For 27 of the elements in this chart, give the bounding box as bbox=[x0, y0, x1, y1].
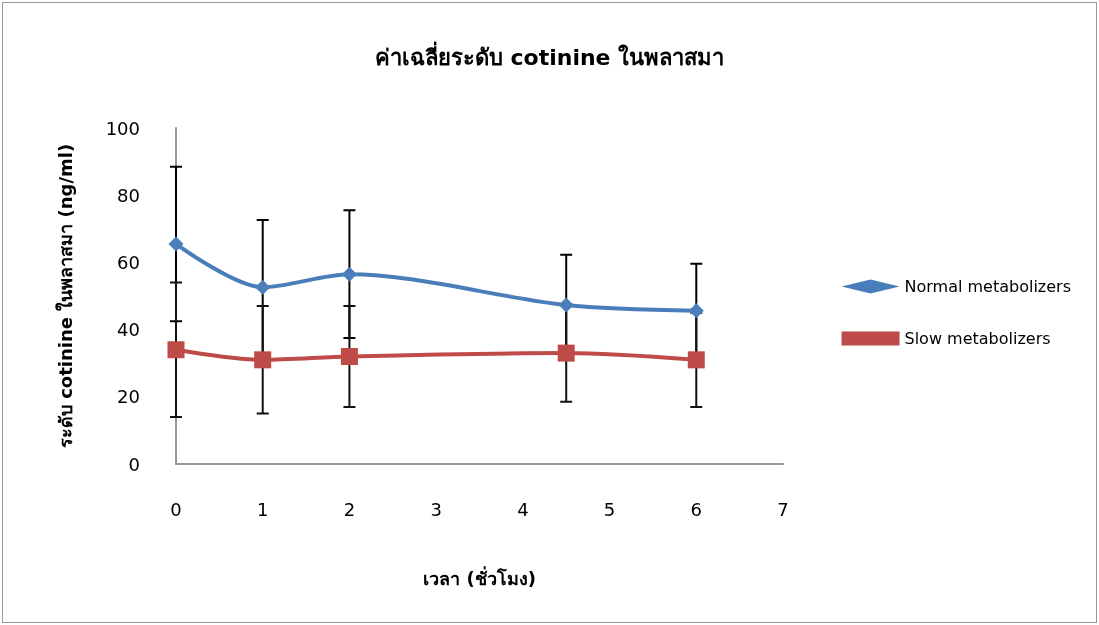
y-axis-title: ระดับ cotinine ในพลาสมา (ng/ml) bbox=[54, 143, 76, 449]
point bbox=[688, 303, 704, 319]
chart-title: ค่าเฉลี่ยระดับ cotinine ในพลาสมา bbox=[374, 40, 725, 70]
legend-label: Slow metabolizers bbox=[904, 329, 1051, 348]
y-tick-label: 20 bbox=[117, 386, 140, 408]
point bbox=[687, 351, 705, 369]
x-tick-label: 7 bbox=[777, 498, 789, 520]
point bbox=[558, 297, 574, 313]
y-tick-label: 80 bbox=[117, 184, 140, 206]
x-tick-label: 3 bbox=[430, 498, 442, 520]
point bbox=[557, 344, 575, 362]
point bbox=[254, 351, 272, 369]
x-tick-label: 4 bbox=[517, 498, 529, 520]
x-tick-label: 0 bbox=[170, 498, 182, 520]
x-tick-label: 2 bbox=[343, 498, 356, 520]
x-tick-label: 6 bbox=[690, 498, 703, 520]
point bbox=[255, 279, 271, 295]
x-axis-title: เวลา (ชั่วโมง) bbox=[423, 565, 536, 589]
x-tick-label: 1 bbox=[256, 498, 269, 520]
y-tick-label: 0 bbox=[128, 453, 140, 475]
y-tick-label: 100 bbox=[105, 117, 140, 139]
legend-label: Normal metabolizers bbox=[904, 277, 1072, 296]
x-tick-label: 5 bbox=[603, 498, 616, 520]
point bbox=[341, 266, 357, 282]
y-tick-label: 40 bbox=[117, 319, 140, 341]
y-tick-label: 60 bbox=[117, 251, 140, 273]
point bbox=[340, 347, 358, 365]
